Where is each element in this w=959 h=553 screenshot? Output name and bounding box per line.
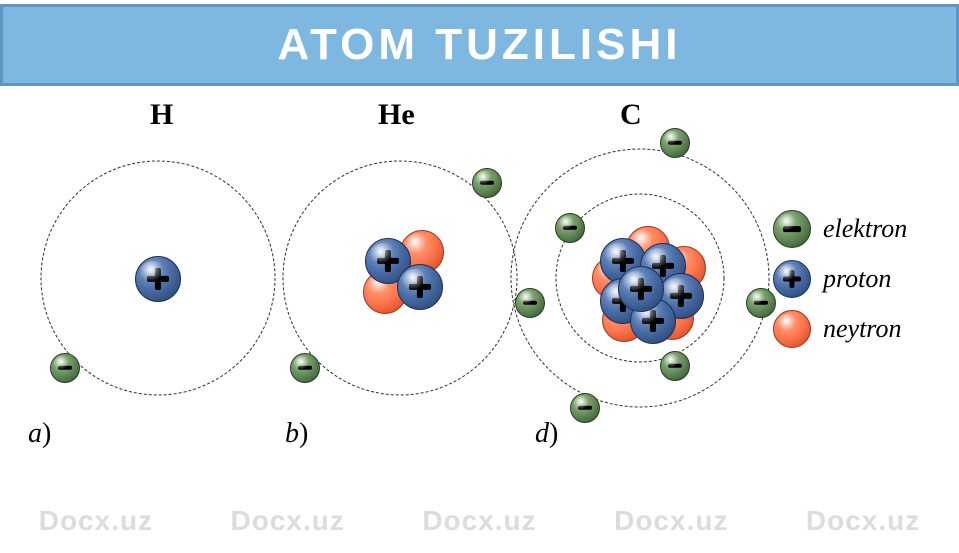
proton-particle xyxy=(135,256,181,302)
page-title: ATOM TUZILISHI xyxy=(278,20,682,70)
sub-label-d: d) xyxy=(535,418,558,450)
electron-particle xyxy=(472,168,502,198)
watermark-text: Docx.uz xyxy=(422,505,536,537)
electron-particle xyxy=(746,288,776,318)
watermark-text: Docx.uz xyxy=(39,505,153,537)
electron-particle xyxy=(290,353,320,383)
element-label-C: C xyxy=(620,98,642,132)
watermark-row-3: Docx.uz Docx.uz Docx.uz Docx.uz Docx.uz xyxy=(0,505,959,537)
electron-particle xyxy=(773,210,811,248)
legend: elektron proton neytron xyxy=(773,210,953,360)
title-bar: ATOM TUZILISHI xyxy=(0,4,959,86)
electron-particle xyxy=(50,353,80,383)
watermark-text: Docx.uz xyxy=(806,505,920,537)
proton-particle xyxy=(773,260,811,298)
watermark-text: Docx.uz xyxy=(231,505,345,537)
watermark-text: Docx.uz xyxy=(614,505,728,537)
legend-label-proton: proton xyxy=(823,264,891,294)
legend-label-electron: elektron xyxy=(823,214,907,244)
electron-particle xyxy=(515,288,545,318)
neutron-particle xyxy=(773,310,811,348)
proton-particle xyxy=(618,266,664,312)
element-label-He: He xyxy=(378,98,415,132)
legend-row-proton: proton xyxy=(773,260,953,298)
sub-label-b: b) xyxy=(285,418,308,450)
legend-proton-icon xyxy=(773,260,811,298)
proton-particle xyxy=(397,264,443,310)
electron-particle xyxy=(660,128,690,158)
electron-particle xyxy=(555,213,585,243)
legend-row-electron: elektron xyxy=(773,210,953,248)
electron-particle xyxy=(570,393,600,423)
sub-label-a: a) xyxy=(28,418,51,450)
electron-particle xyxy=(660,351,690,381)
legend-neutron-icon xyxy=(773,310,811,348)
legend-electron-icon xyxy=(773,210,811,248)
element-label-H: H xyxy=(150,98,173,132)
legend-row-neutron: neytron xyxy=(773,310,953,348)
legend-label-neutron: neytron xyxy=(823,314,901,344)
